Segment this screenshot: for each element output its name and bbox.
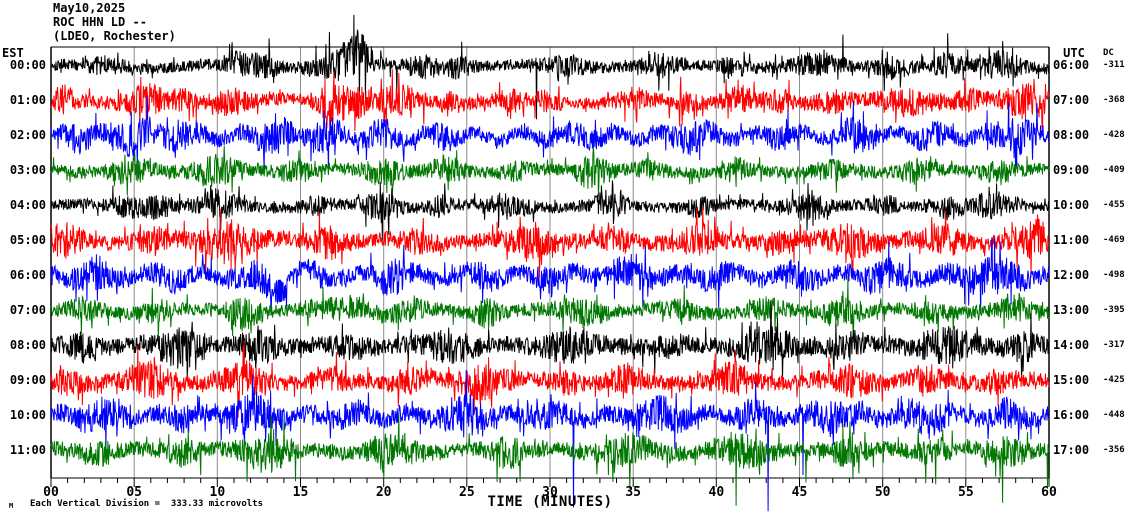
est-time-label: 05:00 — [9, 233, 46, 247]
utc-time-label: 14:00 — [1053, 338, 1090, 352]
utc-time-label: 13:00 — [1053, 303, 1090, 317]
dc-column-label: DC — [1103, 48, 1114, 58]
trace-row-02:00 — [50, 96, 1050, 172]
dc-value: -425 — [1103, 375, 1125, 385]
trace-row-11:00 — [50, 414, 1050, 506]
est-time-label: 08:00 — [9, 338, 46, 352]
dc-value: -395 — [1103, 305, 1125, 315]
dc-value: -455 — [1103, 200, 1125, 210]
trace-row-07:00 — [50, 276, 1050, 343]
x-tick-label: 10 — [209, 485, 226, 500]
trace-row-01:00 — [50, 69, 1050, 140]
dc-value: -368 — [1103, 95, 1125, 105]
est-time-label: 11:00 — [9, 443, 46, 457]
utc-time-label: 10:00 — [1053, 198, 1090, 212]
utc-time-label: 08:00 — [1053, 128, 1090, 142]
dc-value: -469 — [1103, 235, 1125, 245]
est-time-label: 04:00 — [9, 198, 46, 212]
utc-time-label: 17:00 — [1053, 443, 1090, 457]
scale-note: Each Vertical Division = 333.33 microvol… — [30, 499, 263, 509]
utc-time-label: 16:00 — [1053, 408, 1090, 422]
x-tick-label: 15 — [292, 485, 309, 500]
x-tick-label: 35 — [625, 485, 641, 500]
header-date: May10,2025 — [53, 1, 126, 15]
utc-time-label: 15:00 — [1053, 373, 1090, 387]
x-tick-label: 30 — [542, 485, 558, 500]
dc-value: -311 — [1103, 60, 1125, 70]
x-tick-label: 45 — [791, 485, 808, 500]
right-axis-label: UTC — [1063, 46, 1085, 60]
trace-row-00:00 — [50, 14, 1050, 120]
header-location: (LDEO, Rochester) — [53, 29, 176, 43]
utc-time-label: 09:00 — [1053, 163, 1090, 177]
x-tick-label: 25 — [459, 485, 475, 500]
trace-row-04:00 — [50, 180, 1050, 242]
header-station: ROC HHN LD -- — [53, 15, 147, 29]
utc-time-label: 07:00 — [1053, 93, 1090, 107]
left-axis-label: EST — [2, 46, 24, 60]
dc-value: -317 — [1103, 340, 1125, 350]
x-tick-label: 60 — [1041, 485, 1057, 500]
x-tick-label: 50 — [874, 485, 891, 500]
est-time-label: 02:00 — [9, 128, 46, 142]
est-time-label: 03:00 — [9, 163, 46, 177]
trace-row-03:00 — [50, 145, 1050, 201]
utc-time-label: 12:00 — [1053, 268, 1090, 282]
x-tick-label: 00 — [43, 485, 59, 500]
utc-time-label: 06:00 — [1053, 58, 1090, 72]
est-time-label: 00:00 — [9, 58, 46, 72]
est-time-label: 01:00 — [9, 93, 46, 107]
dc-value: -498 — [1103, 270, 1125, 280]
dc-value: -448 — [1103, 410, 1125, 420]
dc-value: -409 — [1103, 165, 1125, 175]
utc-time-label: 11:00 — [1053, 233, 1090, 247]
est-time-label: 07:00 — [9, 303, 46, 317]
est-time-label: 06:00 — [9, 268, 46, 282]
x-tick-label: 55 — [958, 485, 974, 500]
trace-row-09:00 — [50, 340, 1050, 418]
trace-row-06:00 — [50, 236, 1050, 316]
est-time-label: 10:00 — [9, 408, 46, 422]
trace-row-10:00 — [50, 369, 1050, 512]
x-tick-label: 05 — [126, 485, 142, 500]
dc-value: -428 — [1103, 130, 1125, 140]
corner-mark: M — [9, 502, 14, 510]
trace-row-05:00 — [50, 206, 1050, 280]
x-tick-label: 40 — [708, 485, 725, 500]
dc-value: -356 — [1103, 445, 1125, 455]
est-time-label: 09:00 — [9, 373, 46, 387]
x-axis-title: TIME (MINUTES) — [487, 494, 613, 510]
x-tick-label: 20 — [375, 485, 392, 500]
trace-row-08:00 — [50, 299, 1050, 382]
